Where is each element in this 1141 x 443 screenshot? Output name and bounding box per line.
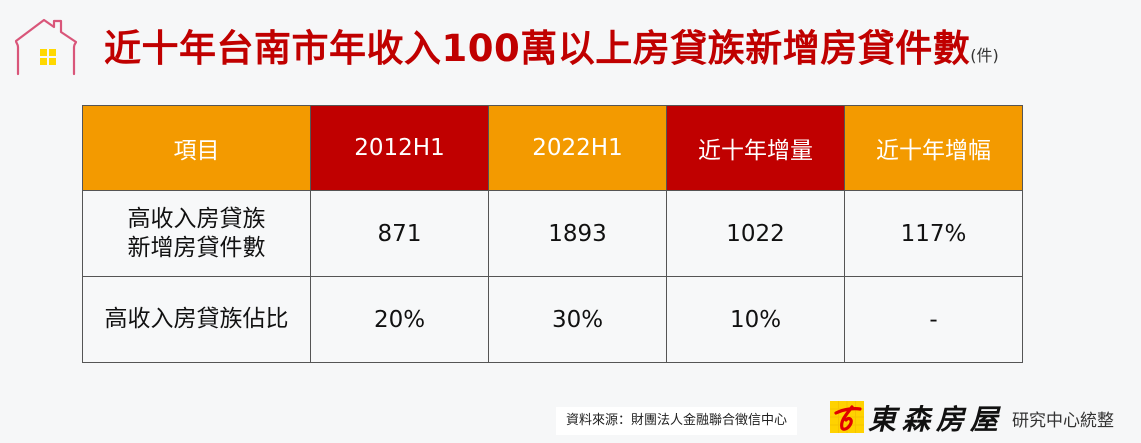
cell-2012h1: 871 [310, 190, 489, 277]
row-label-line1: 高收入房貸族 [127, 205, 266, 232]
data-source-note: 資料來源：財團法人金融聯合徵信中心 [556, 407, 798, 435]
cell-growth: - [844, 276, 1023, 363]
page-title: 近十年台南市年收入100萬以上房貸族新增房貸件數(件) [104, 18, 999, 72]
data-table: 項目 2012H1 2022H1 近十年增量 近十年增幅 高收入房貸族 新增房貸… [82, 105, 1023, 363]
cell-2022h1: 30% [488, 276, 667, 363]
cell-2022h1: 1893 [488, 190, 667, 277]
title-text: 近十年台南市年收入100萬以上房貸族新增房貸件數 [104, 27, 971, 70]
column-header-ten-year-growth: 近十年增幅 [844, 105, 1023, 191]
table-row: 高收入房貸族佔比 20% 30% 10% - [82, 276, 1023, 363]
row-label-new-mortgage-count: 高收入房貸族 新增房貸件數 [82, 190, 311, 277]
table-row: 高收入房貸族 新增房貸件數 871 1893 1022 117% [82, 190, 1023, 277]
house-icon [14, 18, 78, 76]
column-header-item: 項目 [82, 105, 311, 191]
title-unit: (件) [970, 46, 999, 65]
cell-increase: 10% [666, 276, 845, 363]
cell-growth: 117% [844, 190, 1023, 277]
brand-name: 東森房屋 [868, 403, 1005, 436]
column-header-ten-year-increase: 近十年增量 [666, 105, 845, 191]
cell-increase: 1022 [666, 190, 845, 277]
column-header-2012h1: 2012H1 [310, 105, 489, 191]
row-label-share: 高收入房貸族佔比 [82, 276, 311, 363]
row-label-line2: 新增房貸件數 [127, 234, 266, 261]
sinyi-dongsen-logo-icon [830, 401, 864, 433]
column-header-2022h1: 2022H1 [488, 105, 667, 191]
table-header-row: 項目 2012H1 2022H1 近十年增量 近十年增幅 [82, 105, 1023, 191]
brand-subtitle: 研究中心統整 [1012, 411, 1114, 431]
cell-2012h1: 20% [310, 276, 489, 363]
